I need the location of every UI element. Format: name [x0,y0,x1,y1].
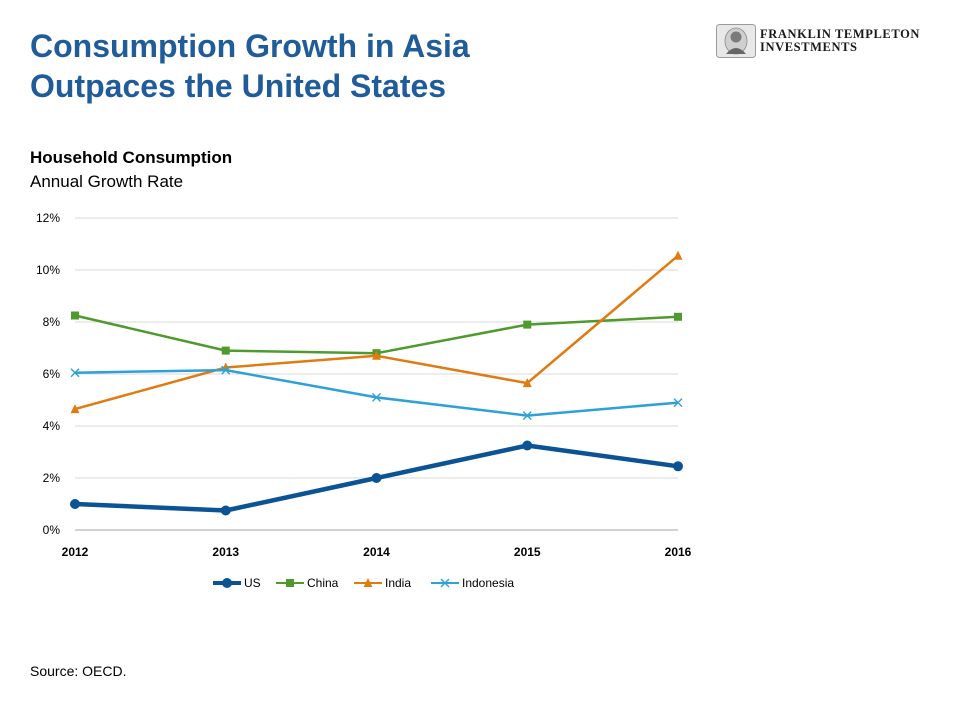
franklin-templeton-logo: FRANKLIN TEMPLETON INVESTMENTS [716,24,920,58]
data-point-us [220,505,231,516]
x-tick-label: 2015 [514,545,541,559]
data-point-india [522,378,532,388]
x-tick-label: 2012 [62,545,89,559]
data-point-india [372,350,381,360]
y-tick-label: 2% [43,471,61,485]
chart-title: Household Consumption [30,148,233,167]
data-point-indonesia [221,365,231,375]
legend-marker-us [222,578,232,588]
source-note: Source: OECD. [30,663,127,679]
legend-marker-india [363,578,373,587]
legend-marker-china [286,579,294,587]
x-tick-label: 2013 [212,545,239,559]
data-point-china [71,311,79,320]
legend-marker-indonesia [440,578,450,588]
data-point-china [221,346,230,355]
y-tick-label: 6% [43,367,61,381]
x-tick-label: 2016 [665,545,692,559]
data-point-us [70,499,80,509]
y-tick-label: 0% [43,523,61,537]
data-point-us [522,440,533,451]
data-point-china [674,312,682,321]
series-line-india [74,254,679,411]
page-title-line-2: Outpaces the United States [30,68,447,104]
data-point-indonesia [522,411,532,421]
data-point-us [371,473,382,483]
legend-label-india: India [385,576,411,590]
data-point-indonesia [70,368,80,378]
y-tick-label: 10% [36,263,60,277]
legend-label-china: China [307,576,339,590]
data-point-indonesia [673,398,683,408]
series-line-indonesia [74,368,679,417]
data-point-indonesia [372,392,381,402]
portrait-medallion-icon [716,24,756,58]
y-tick-label: 12% [36,211,60,225]
series-line-china [74,314,679,355]
y-tick-label: 4% [43,419,61,433]
page-title: Consumption Growth in Asia Outpaces the … [30,26,470,106]
legend-label-us: US [244,576,261,590]
page-title-line-1: Consumption Growth in Asia [30,28,470,64]
data-point-india [70,404,80,414]
logo-line-1: FRANKLIN TEMPLETON [760,27,921,41]
x-tick-label: 2014 [363,545,390,559]
data-point-us [673,461,683,472]
chart-subtitle: Annual Growth Rate [30,172,184,191]
data-point-china [523,320,532,329]
data-point-india [673,250,683,260]
legend-label-indonesia: Indonesia [462,576,514,590]
logo-wordmark: FRANKLIN TEMPLETON INVESTMENTS [760,28,920,54]
y-tick-label: 8% [43,315,61,329]
logo-line-2: INVESTMENTS [760,40,858,54]
